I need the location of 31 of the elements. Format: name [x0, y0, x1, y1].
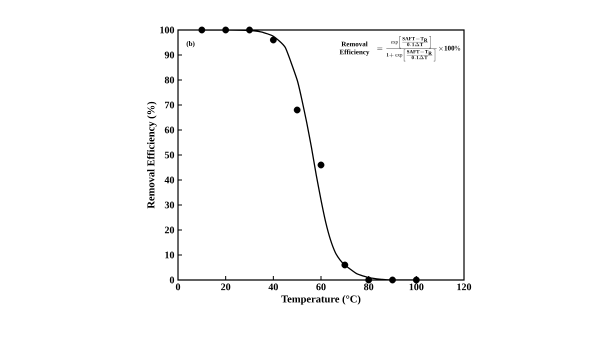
y-axis-title: Removal Efficiency (%): [146, 102, 157, 208]
x-tick-label: 60: [316, 284, 326, 290]
point: [294, 106, 301, 114]
x-tick-label: 100: [410, 284, 424, 290]
point: [246, 26, 253, 34]
point: [222, 26, 230, 34]
x-tick-label: 0: [176, 284, 180, 290]
y-tick-label: 90: [164, 52, 174, 58]
x-tick-label: 40: [268, 284, 278, 290]
y-tick-label: 100: [160, 26, 174, 34]
point: [341, 262, 348, 268]
x-axis-title: Temperature (°C): [281, 295, 360, 305]
annotation: $\begin{array}{c}\mathbf{Removal}\\ \mathbf{Efficiency}\end{array}=\frac{\exp\left[\frac{\mathbf{SAFT-T_R}}{\mathbf{0.1}\Delta\mathbf{T}}\right]}{\mathbf{1+}\exp\left[\frac{\mathbf{SAFT-T_R}}{\mathbf{0.1}\Delta\mathbf{T}}\right]}\mathbf{\times 100\%}$: [340, 36, 460, 62]
y-tick-label: 70: [165, 102, 174, 108]
x-tick-label: 20: [221, 284, 230, 290]
point: [389, 276, 396, 284]
x-tick-label: 80: [364, 284, 374, 290]
point: [412, 276, 420, 284]
point: [270, 36, 277, 44]
y-tick-label: 10: [165, 252, 174, 258]
y-tick-label: 40: [164, 176, 174, 184]
y-tick-label: 50: [164, 152, 174, 158]
y-tick-label: 0: [170, 276, 174, 284]
y-tick-label: 30: [164, 202, 174, 208]
point: [318, 162, 324, 168]
y-tick-label: 80: [164, 76, 174, 84]
y-tick-label: 60: [164, 126, 174, 134]
y-tick-label: 20: [164, 226, 174, 234]
x-tick-label: 120: [457, 284, 472, 290]
point: [365, 276, 372, 284]
point: [198, 26, 206, 34]
